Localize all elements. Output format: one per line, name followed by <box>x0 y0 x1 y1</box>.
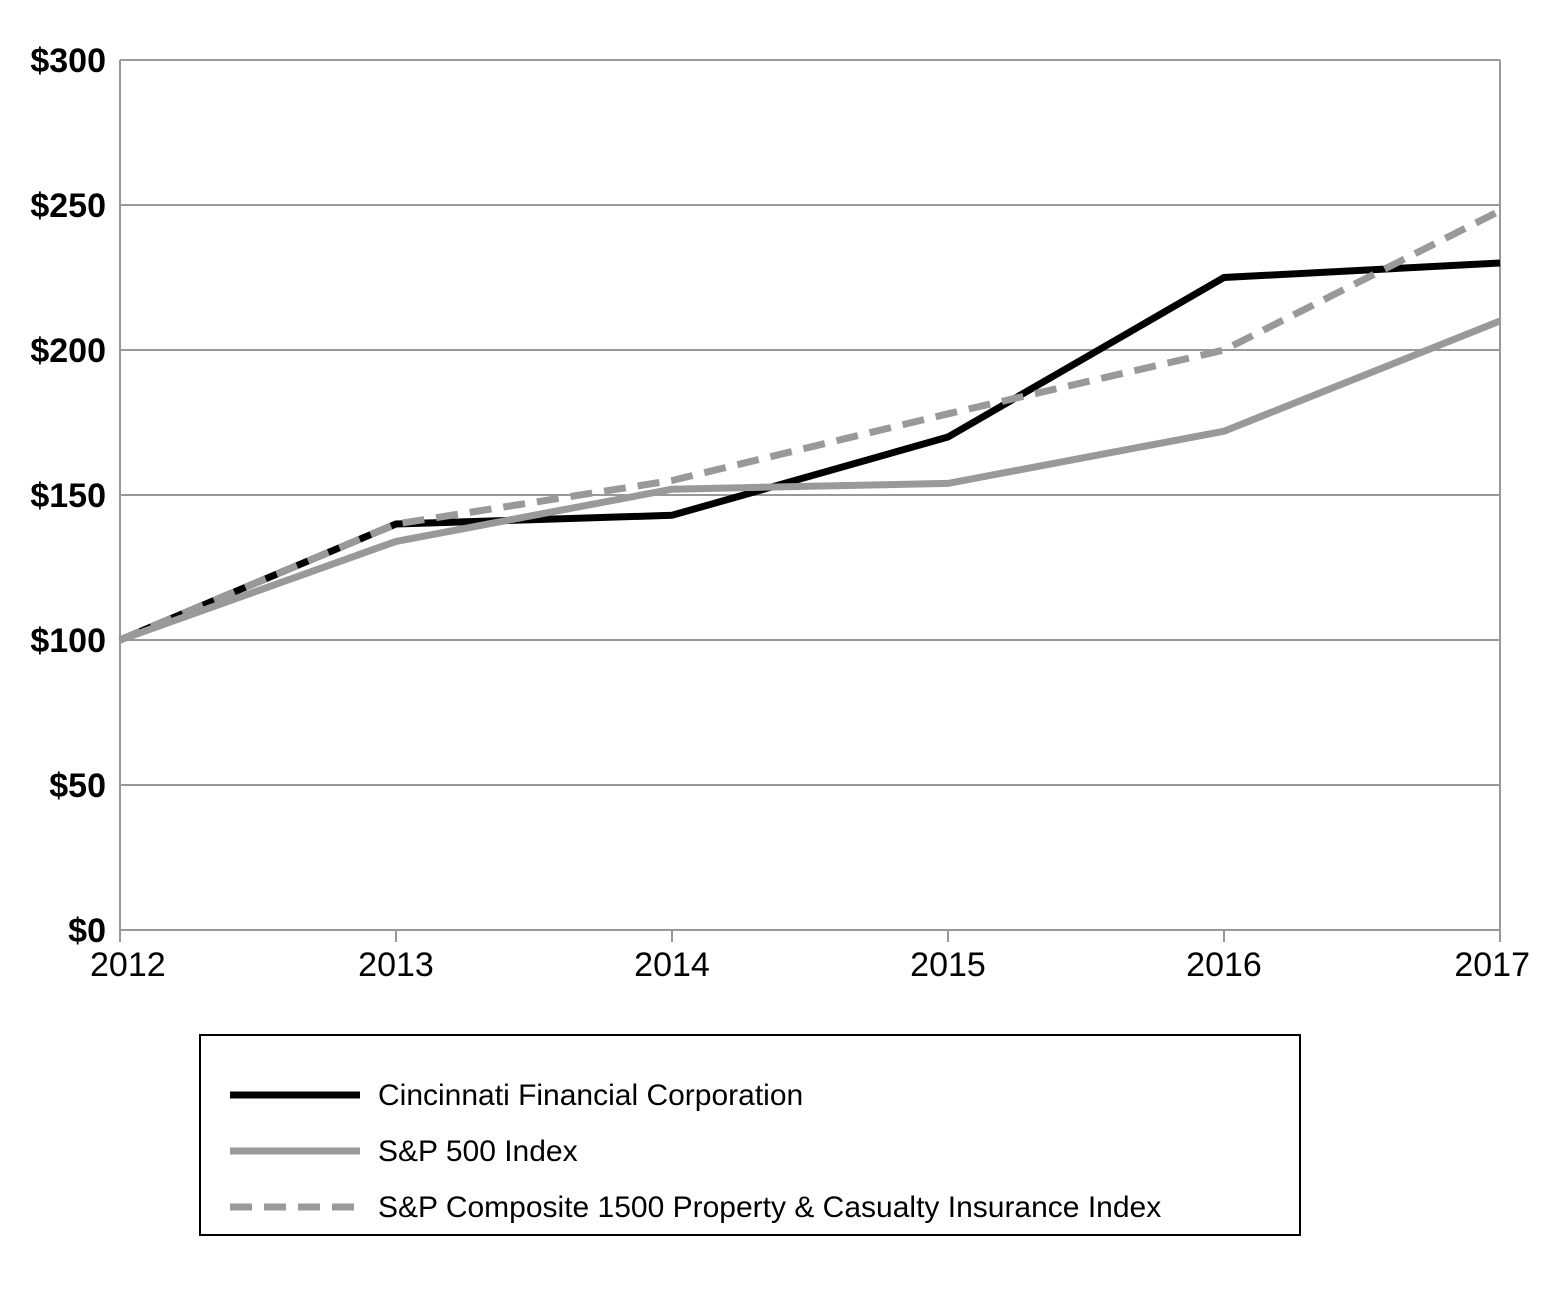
x-axis-label: 2014 <box>634 946 710 984</box>
x-axis-label: 2017 <box>1454 946 1530 984</box>
x-axis-label: 2015 <box>910 946 986 984</box>
legend-label-1: S&P 500 Index <box>378 1135 578 1168</box>
x-axis-label: 2013 <box>358 946 434 984</box>
x-axis-label: 2012 <box>90 946 166 984</box>
y-axis-label: $300 <box>30 42 106 80</box>
legend-label-2: S&P Composite 1500 Property & Casualty I… <box>378 1191 1161 1224</box>
y-axis-label: $250 <box>30 187 106 225</box>
line-chart: $0 $50 $100 $150 $200 $250 $300 2012 2013 2014 201… <box>0 0 1541 1306</box>
y-axis-label: $50 <box>49 767 106 805</box>
y-axis-label: $150 <box>30 477 106 515</box>
y-axis-label: $0 <box>68 912 106 950</box>
y-axis-label: $100 <box>30 622 106 660</box>
chart-container: $0 $50 $100 $150 $200 $250 $300 2012 2013 2014 201… <box>0 0 1541 1306</box>
legend-label-0: Cincinnati Financial Corporation <box>378 1079 803 1112</box>
y-axis-label: $200 <box>30 332 106 370</box>
x-axis-label: 2016 <box>1186 946 1262 984</box>
